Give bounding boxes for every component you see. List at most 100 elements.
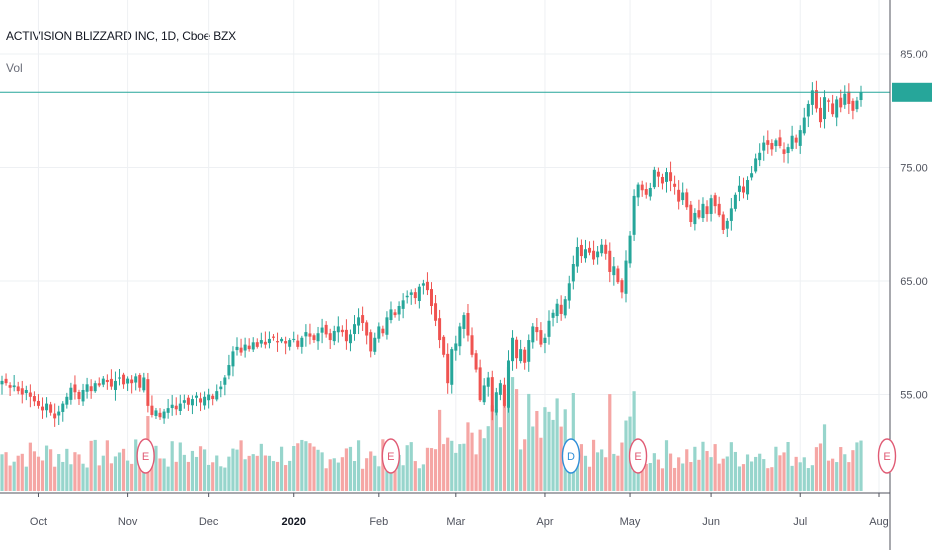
volume-bar bbox=[636, 464, 640, 491]
candle-body bbox=[519, 349, 523, 362]
volume-bar bbox=[81, 463, 85, 491]
x-tick-label: Nov bbox=[118, 516, 138, 528]
volume-bar bbox=[766, 468, 770, 491]
volume-bar bbox=[502, 388, 507, 491]
candle-body bbox=[575, 246, 579, 267]
volume-bar bbox=[535, 410, 539, 491]
candle-body bbox=[211, 395, 215, 400]
volume-bar bbox=[69, 464, 73, 491]
volume-bar bbox=[596, 452, 600, 491]
volume-bar bbox=[693, 446, 697, 491]
candle-body bbox=[737, 185, 741, 192]
candle-body bbox=[255, 342, 259, 347]
candle-body bbox=[733, 194, 737, 209]
volume-bar bbox=[446, 437, 450, 491]
y-tick-label: 75.00 bbox=[900, 163, 928, 175]
volume-bar bbox=[749, 461, 754, 491]
volume-bar bbox=[409, 442, 413, 491]
volume-bar bbox=[762, 459, 766, 491]
volume-bar bbox=[316, 449, 320, 491]
candle-body bbox=[665, 172, 669, 182]
candle-body bbox=[592, 250, 596, 260]
candle-body bbox=[247, 345, 251, 350]
candle-body bbox=[405, 295, 409, 298]
candle-body bbox=[806, 103, 810, 117]
volume-bar bbox=[279, 446, 284, 491]
volume-bar bbox=[89, 440, 93, 491]
x-tick-label: Oct bbox=[30, 516, 47, 528]
event-marker-shape bbox=[136, 438, 155, 474]
candle-body bbox=[369, 332, 373, 352]
volume-bar bbox=[417, 468, 421, 491]
candle-body bbox=[588, 247, 592, 253]
earnings-marker[interactable]: E bbox=[628, 438, 648, 474]
candle-body bbox=[616, 268, 620, 283]
volume-bar bbox=[336, 462, 340, 491]
volume-bar bbox=[65, 448, 69, 491]
candle-body bbox=[555, 303, 559, 317]
volume-legend: Vol bbox=[6, 61, 23, 75]
volume-bar bbox=[158, 458, 162, 491]
volume-bar bbox=[770, 467, 774, 491]
volume-bar bbox=[308, 443, 312, 491]
candle-body bbox=[454, 343, 458, 351]
volume-bar bbox=[555, 398, 559, 491]
earnings-marker[interactable]: E bbox=[381, 438, 401, 474]
candle-body bbox=[0, 380, 4, 385]
current-price-badge: 81.63 bbox=[898, 55, 926, 67]
volume-bar bbox=[170, 441, 174, 491]
candle-body bbox=[604, 244, 608, 254]
volume-bar bbox=[778, 455, 782, 491]
volume-bar bbox=[709, 457, 713, 491]
candle-body bbox=[312, 335, 316, 341]
candle-body bbox=[393, 312, 397, 316]
volume-bar bbox=[514, 389, 519, 491]
volume-bar bbox=[705, 451, 709, 491]
candle-body bbox=[758, 152, 762, 161]
candle-body bbox=[223, 377, 227, 385]
volume-bar bbox=[774, 446, 778, 491]
volume-bar bbox=[4, 452, 8, 491]
volume-bar bbox=[202, 449, 207, 491]
candle-body bbox=[154, 410, 158, 416]
earnings-marker[interactable]: E bbox=[877, 438, 897, 474]
volume-bar bbox=[685, 449, 689, 491]
volume-bar bbox=[608, 394, 612, 491]
volume-bar bbox=[138, 455, 142, 491]
volume-bar bbox=[612, 453, 616, 491]
candle-body bbox=[766, 140, 770, 145]
volume-bar bbox=[713, 444, 717, 491]
candle-body bbox=[24, 389, 28, 394]
candle-body bbox=[93, 383, 97, 392]
candle-body bbox=[847, 91, 851, 104]
volume-bar bbox=[587, 466, 592, 491]
dividend-marker[interactable]: D bbox=[561, 438, 581, 474]
earnings-marker[interactable]: E bbox=[136, 438, 155, 474]
volume-bar bbox=[85, 467, 89, 491]
candle-body bbox=[754, 158, 758, 172]
candle-body bbox=[794, 137, 798, 143]
candle-body bbox=[373, 337, 377, 352]
candle-body bbox=[596, 251, 600, 258]
candle-body bbox=[750, 173, 754, 178]
volume-bar bbox=[271, 461, 276, 491]
candle-body bbox=[725, 220, 729, 229]
candle-body bbox=[101, 378, 105, 385]
x-tick-label: Apr bbox=[536, 516, 553, 528]
candle-body bbox=[839, 97, 843, 108]
candle-body bbox=[397, 306, 401, 315]
volume-bar bbox=[652, 453, 656, 491]
candle-body bbox=[215, 391, 219, 400]
volume-bar bbox=[490, 405, 494, 491]
volume-bar bbox=[109, 463, 114, 491]
candle-body bbox=[579, 244, 583, 257]
volume-bar bbox=[16, 455, 20, 491]
volume-bar bbox=[482, 438, 486, 491]
candle-body bbox=[389, 309, 393, 321]
candle-body bbox=[421, 283, 425, 286]
volume-bar bbox=[810, 465, 814, 491]
candle-body bbox=[478, 367, 482, 401]
volume-bar bbox=[458, 444, 462, 491]
volume-bar bbox=[61, 461, 65, 491]
